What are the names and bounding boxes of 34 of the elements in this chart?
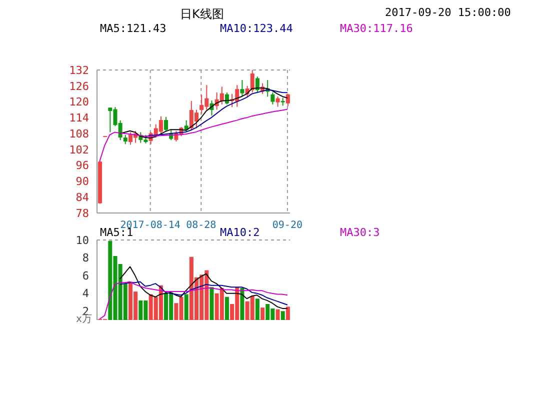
- line-series: [119, 266, 288, 309]
- y-tick-label: 132: [69, 64, 89, 77]
- y-tick-label: 8: [82, 252, 89, 265]
- y-tick-label: 4: [82, 287, 90, 300]
- text: MA30:3: [340, 226, 380, 239]
- text: MA10:2: [220, 226, 260, 239]
- y-tick-label: 108: [69, 127, 89, 140]
- text: 2017-09-20 15:00:00: [385, 6, 511, 19]
- y-tick-label: 90: [76, 175, 89, 188]
- y-tick-label: 102: [69, 143, 89, 156]
- y-tick-label: 6: [82, 269, 89, 282]
- y-tick-label: 120: [69, 96, 89, 109]
- candlestick: [286, 93, 290, 107]
- y-tick-label: 10: [76, 234, 89, 247]
- candlestick: [123, 134, 128, 145]
- line-series: [99, 281, 288, 320]
- candlestick: [240, 80, 244, 97]
- y-tick-label: 126: [69, 80, 89, 93]
- y-tick-label: 114: [69, 112, 90, 125]
- chart-title: 日K线图: [180, 6, 224, 23]
- x-tick-label: 08-28: [186, 220, 216, 232]
- candlestick: [270, 92, 275, 105]
- text: MA5:121.43: [100, 22, 166, 35]
- text: MA10:123.44: [220, 22, 293, 35]
- y-tick-label: 78: [76, 206, 89, 220]
- x-tick-label: 09-20: [272, 220, 303, 232]
- candlestick: [255, 76, 260, 94]
- line-series: [99, 108, 288, 162]
- text: MA30:117.16: [340, 22, 413, 35]
- candlestick: [164, 116, 168, 132]
- y-tick-label: 84: [76, 191, 90, 204]
- y-tick-label: 96: [76, 159, 89, 172]
- candlestick: [276, 96, 280, 108]
- line-series: [119, 281, 288, 306]
